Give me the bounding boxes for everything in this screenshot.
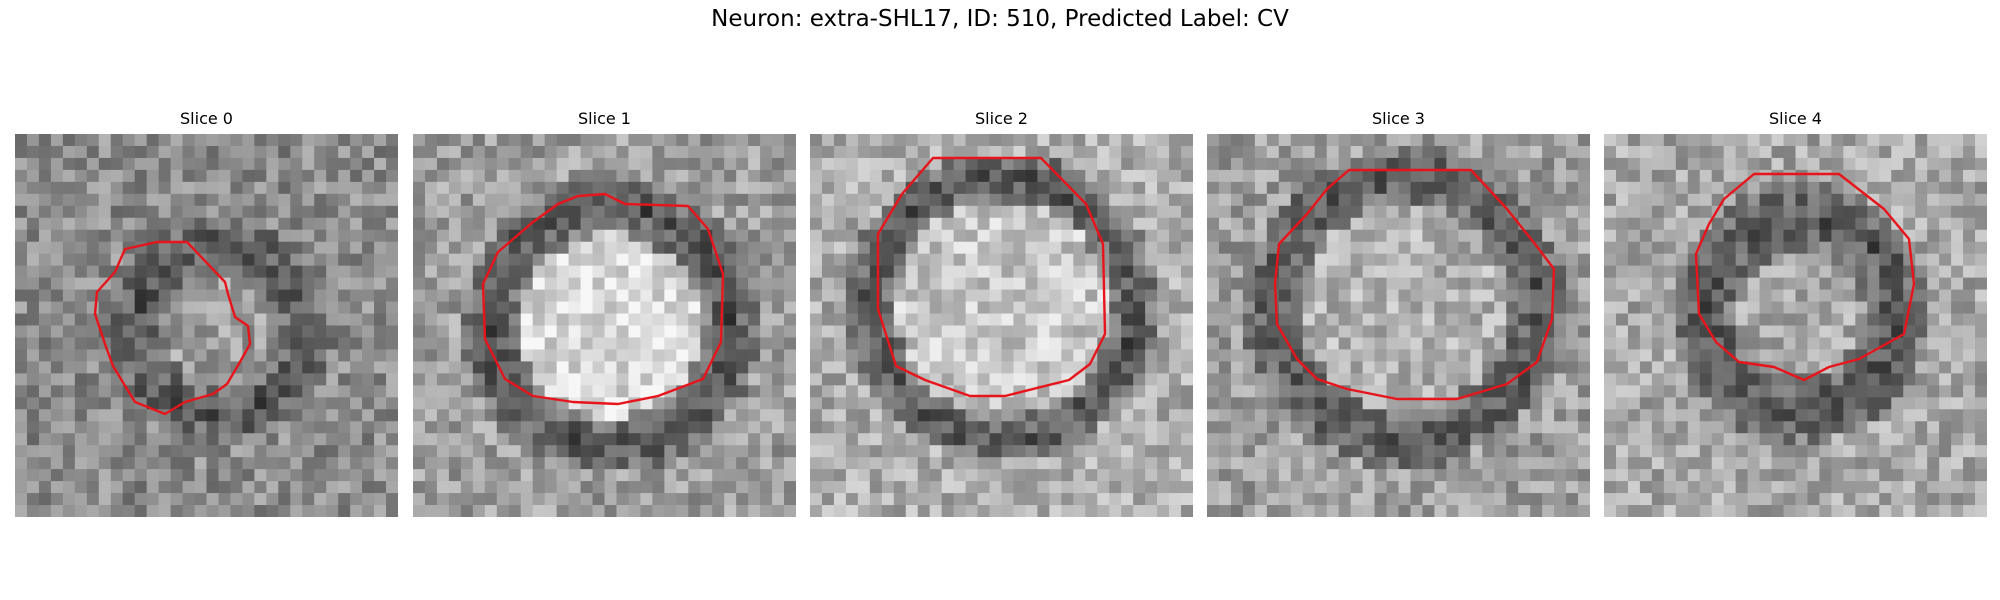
slice-panel-0: Slice 0 xyxy=(15,108,398,517)
segmentation-contour xyxy=(93,240,252,416)
segmentation-contour xyxy=(876,156,1107,398)
slice-title: Slice 0 xyxy=(180,109,233,128)
slice-panel-1: Slice 1 xyxy=(413,108,796,517)
slice-panel-2: Slice 2 xyxy=(810,108,1193,517)
segmentation-contour xyxy=(481,192,725,406)
slice-title: Slice 2 xyxy=(975,109,1028,128)
micrograph-image xyxy=(413,134,796,517)
slice-title: Slice 1 xyxy=(578,109,631,128)
segmentation-contour xyxy=(1694,172,1916,382)
slice-panel-3: Slice 3 xyxy=(1207,108,1590,517)
slice-title: Slice 4 xyxy=(1769,109,1822,128)
segmentation-contour xyxy=(1273,168,1556,401)
micrograph-image xyxy=(1604,134,1987,517)
figure-title: Neuron: extra-SHL17, ID: 510, Predicted … xyxy=(711,6,1289,32)
micrograph-image xyxy=(1207,134,1590,517)
micrograph-image xyxy=(15,134,398,517)
slice-title: Slice 3 xyxy=(1372,109,1425,128)
micrograph-image xyxy=(810,134,1193,517)
slice-panel-4: Slice 4 xyxy=(1604,108,1987,517)
